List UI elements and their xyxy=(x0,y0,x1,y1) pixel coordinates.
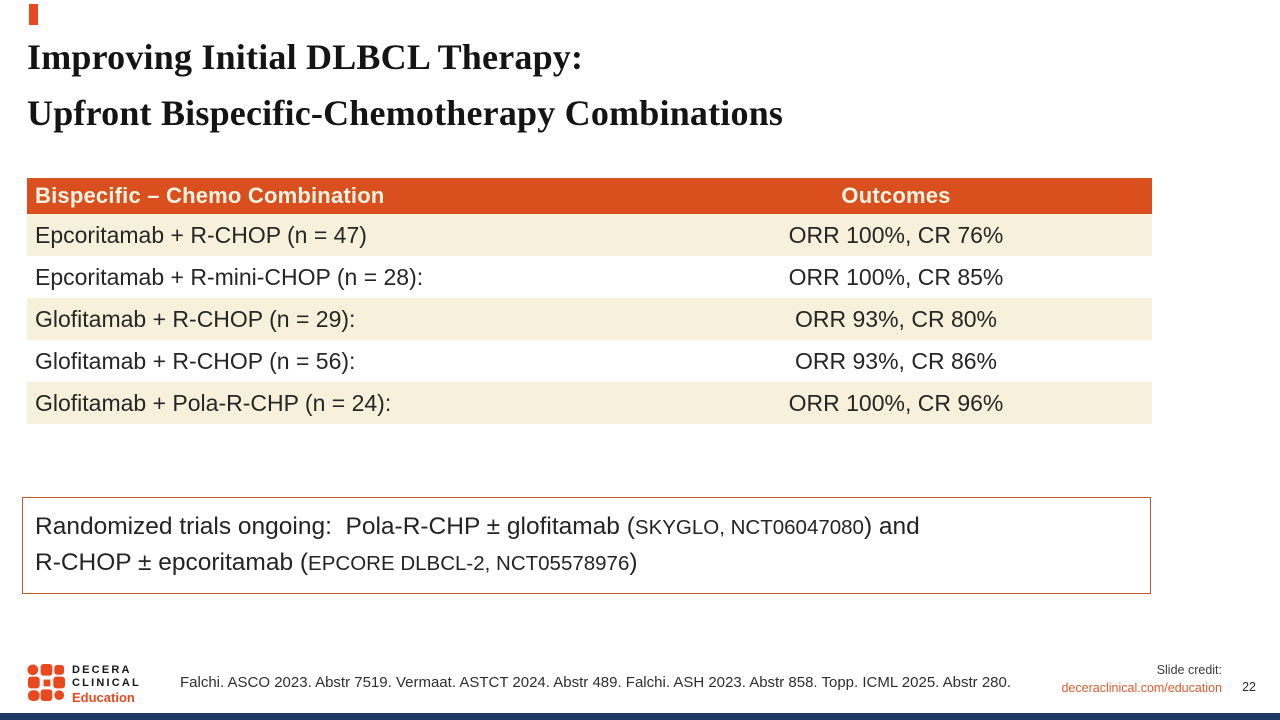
outcomes-cell: ORR 93%, CR 86% xyxy=(795,347,997,374)
combination-cell: Epcoritamab + R-mini-CHOP (n = 28): xyxy=(35,263,424,290)
combination-cell: Glofitamab + Pola-R-CHP (n = 24): xyxy=(35,389,392,416)
slide-credit-link[interactable]: deceraclinical.com/education xyxy=(1061,681,1222,695)
note-trial-id: EPCORE DLBCL-2, NCT05578976 xyxy=(308,552,630,575)
decera-logo-text: DECERA CLINICAL Education xyxy=(72,664,141,705)
outcomes-table: Bispecific – Chemo Combination Outcomes … xyxy=(27,178,1152,424)
table-row: Epcoritamab + R-CHOP (n = 47) ORR 100%, … xyxy=(27,214,1152,256)
column-header-combination: Bispecific – Chemo Combination xyxy=(27,178,640,214)
note-text: Randomized trials ongoing: Pola-R-CHP ± … xyxy=(35,513,635,540)
slide-credit: Slide credit: deceraclinical.com/educati… xyxy=(1061,662,1222,697)
table-row: Glofitamab + R-CHOP (n = 29): ORR 93%, C… xyxy=(27,298,1152,340)
note-text: ) and R-CHOP ± epcoritamab ( xyxy=(35,513,920,576)
combination-cell: Glofitamab + R-CHOP (n = 56): xyxy=(35,347,356,374)
logo-line-education: Education xyxy=(72,690,135,705)
slide-title-line1: Improving Initial DLBCL Therapy: xyxy=(27,37,584,77)
logo-line-clinical: CLINICAL xyxy=(72,677,141,689)
decera-logo-icon xyxy=(27,663,66,702)
ongoing-trials-note: Randomized trials ongoing: Pola-R-CHP ± … xyxy=(22,497,1151,594)
table-header-row: Bispecific – Chemo Combination Outcomes xyxy=(27,178,1152,214)
outcomes-cell: ORR 93%, CR 80% xyxy=(795,305,997,332)
outcomes-cell: ORR 100%, CR 85% xyxy=(788,263,1004,290)
combination-cell: Epcoritamab + R-CHOP (n = 47) xyxy=(35,221,367,248)
note-trial-id: SKYGLO, NCT06047080 xyxy=(634,516,864,539)
table-row: Glofitamab + Pola-R-CHP (n = 24): ORR 10… xyxy=(27,382,1152,424)
slide-credit-label: Slide credit: xyxy=(1156,663,1222,677)
bottom-accent-bar xyxy=(0,713,1280,720)
note-text: ) xyxy=(629,549,638,576)
table-row: Glofitamab + R-CHOP (n = 56): ORR 93%, C… xyxy=(27,340,1152,382)
top-accent-bar xyxy=(29,4,38,25)
slide-title-line2: Upfront Bispecific-Chemotherapy Combinat… xyxy=(27,93,784,133)
page-number: 22 xyxy=(1242,680,1256,694)
combination-cell: Glofitamab + R-CHOP (n = 29): xyxy=(35,305,356,332)
table-row: Epcoritamab + R-mini-CHOP (n = 28): ORR … xyxy=(27,256,1152,298)
outcomes-cell: ORR 100%, CR 76% xyxy=(788,221,1004,248)
column-header-outcomes: Outcomes xyxy=(640,178,1152,214)
citation-text: Falchi. ASCO 2023. Abstr 7519. Vermaat. … xyxy=(180,674,1012,691)
outcomes-cell: ORR 100%, CR 96% xyxy=(788,389,1004,416)
logo-line-decera: DECERA xyxy=(72,664,132,676)
